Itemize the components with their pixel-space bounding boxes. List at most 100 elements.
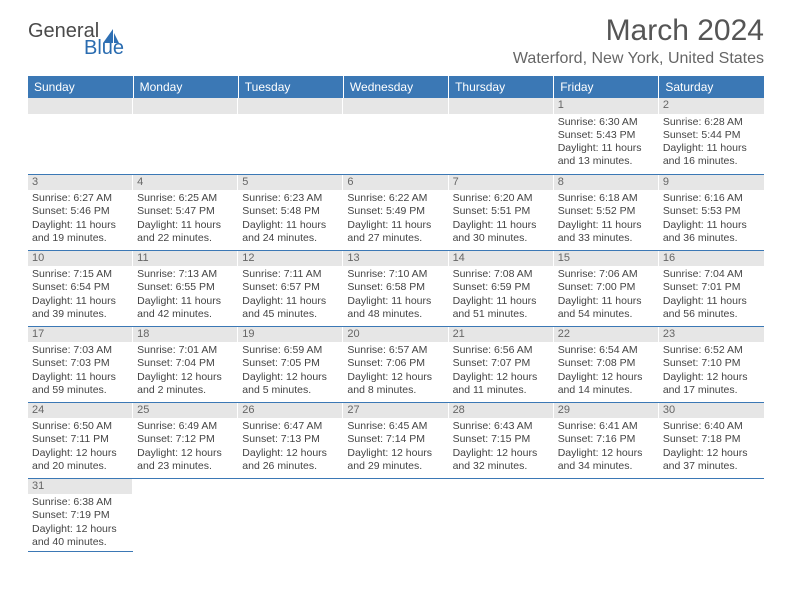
day-body: Sunrise: 7:13 AMSunset: 6:55 PMDaylight:…	[133, 266, 238, 323]
daylight-line: Daylight: 11 hours and 39 minutes.	[32, 295, 129, 321]
day-number	[238, 98, 343, 114]
calendar-cell: 27Sunrise: 6:45 AMSunset: 7:14 PMDayligh…	[343, 402, 448, 478]
day-number	[449, 98, 554, 114]
calendar-cell: 9Sunrise: 6:16 AMSunset: 5:53 PMDaylight…	[659, 174, 764, 250]
calendar-cell: 12Sunrise: 7:11 AMSunset: 6:57 PMDayligh…	[238, 250, 343, 326]
day-body: Sunrise: 6:43 AMSunset: 7:15 PMDaylight:…	[449, 418, 554, 475]
day-body: Sunrise: 7:10 AMSunset: 6:58 PMDaylight:…	[343, 266, 448, 323]
daylight-line: Daylight: 11 hours and 13 minutes.	[558, 142, 655, 168]
sunrise-line: Sunrise: 7:13 AM	[137, 268, 234, 281]
calendar-row: 17Sunrise: 7:03 AMSunset: 7:03 PMDayligh…	[28, 326, 764, 402]
day-number: 31	[28, 479, 133, 495]
day-body: Sunrise: 6:41 AMSunset: 7:16 PMDaylight:…	[554, 418, 659, 475]
sunset-line: Sunset: 7:07 PM	[453, 357, 550, 370]
calendar-row: 24Sunrise: 6:50 AMSunset: 7:11 PMDayligh…	[28, 402, 764, 478]
daylight-line: Daylight: 11 hours and 19 minutes.	[32, 219, 129, 245]
daylight-line: Daylight: 12 hours and 26 minutes.	[242, 447, 339, 473]
day-body: Sunrise: 6:47 AMSunset: 7:13 PMDaylight:…	[238, 418, 343, 475]
calendar-cell: 25Sunrise: 6:49 AMSunset: 7:12 PMDayligh…	[133, 402, 238, 478]
calendar-cell-empty	[554, 478, 659, 551]
day-body: Sunrise: 6:57 AMSunset: 7:06 PMDaylight:…	[343, 342, 448, 399]
calendar-cell: 11Sunrise: 7:13 AMSunset: 6:55 PMDayligh…	[133, 250, 238, 326]
sunset-line: Sunset: 7:19 PM	[32, 509, 129, 522]
day-number: 3	[28, 175, 133, 191]
daylight-line: Daylight: 12 hours and 11 minutes.	[453, 371, 550, 397]
day-number: 7	[449, 175, 554, 191]
sunrise-line: Sunrise: 7:03 AM	[32, 344, 129, 357]
sunset-line: Sunset: 7:00 PM	[558, 281, 655, 294]
day-body: Sunrise: 7:06 AMSunset: 7:00 PMDaylight:…	[554, 266, 659, 323]
day-body: Sunrise: 6:45 AMSunset: 7:14 PMDaylight:…	[343, 418, 448, 475]
day-body: Sunrise: 7:01 AMSunset: 7:04 PMDaylight:…	[133, 342, 238, 399]
sunset-line: Sunset: 7:18 PM	[663, 433, 760, 446]
calendar-cell-empty	[659, 478, 764, 551]
calendar-row: 31Sunrise: 6:38 AMSunset: 7:19 PMDayligh…	[28, 478, 764, 551]
day-number: 17	[28, 327, 133, 343]
daylight-line: Daylight: 12 hours and 14 minutes.	[558, 371, 655, 397]
day-number: 30	[659, 403, 764, 419]
day-number: 2	[659, 98, 764, 114]
sunset-line: Sunset: 6:59 PM	[453, 281, 550, 294]
calendar-cell: 28Sunrise: 6:43 AMSunset: 7:15 PMDayligh…	[449, 402, 554, 478]
calendar-cell-empty	[238, 98, 343, 174]
sunrise-line: Sunrise: 7:15 AM	[32, 268, 129, 281]
daylight-line: Daylight: 11 hours and 33 minutes.	[558, 219, 655, 245]
sunset-line: Sunset: 6:54 PM	[32, 281, 129, 294]
sunset-line: Sunset: 7:16 PM	[558, 433, 655, 446]
sunset-line: Sunset: 5:53 PM	[663, 205, 760, 218]
daylight-line: Daylight: 11 hours and 16 minutes.	[663, 142, 760, 168]
sunrise-line: Sunrise: 6:40 AM	[663, 420, 760, 433]
day-body: Sunrise: 6:59 AMSunset: 7:05 PMDaylight:…	[238, 342, 343, 399]
sunset-line: Sunset: 7:10 PM	[663, 357, 760, 370]
sunset-line: Sunset: 7:01 PM	[663, 281, 760, 294]
sunset-line: Sunset: 6:55 PM	[137, 281, 234, 294]
day-body: Sunrise: 6:40 AMSunset: 7:18 PMDaylight:…	[659, 418, 764, 475]
weekday-header: Tuesday	[238, 76, 343, 98]
sunrise-line: Sunrise: 7:11 AM	[242, 268, 339, 281]
sunset-line: Sunset: 5:43 PM	[558, 129, 655, 142]
day-body: Sunrise: 6:49 AMSunset: 7:12 PMDaylight:…	[133, 418, 238, 475]
calendar-cell: 1Sunrise: 6:30 AMSunset: 5:43 PMDaylight…	[554, 98, 659, 174]
sunset-line: Sunset: 7:13 PM	[242, 433, 339, 446]
month-title: March 2024	[513, 14, 764, 48]
day-body: Sunrise: 6:25 AMSunset: 5:47 PMDaylight:…	[133, 190, 238, 247]
day-number: 8	[554, 175, 659, 191]
sunrise-line: Sunrise: 6:52 AM	[663, 344, 760, 357]
calendar-cell: 8Sunrise: 6:18 AMSunset: 5:52 PMDaylight…	[554, 174, 659, 250]
weekday-header: Monday	[133, 76, 238, 98]
day-body: Sunrise: 6:22 AMSunset: 5:49 PMDaylight:…	[343, 190, 448, 247]
calendar-cell: 18Sunrise: 7:01 AMSunset: 7:04 PMDayligh…	[133, 326, 238, 402]
calendar-cell-empty	[449, 98, 554, 174]
weekday-header: Thursday	[449, 76, 554, 98]
calendar-cell: 15Sunrise: 7:06 AMSunset: 7:00 PMDayligh…	[554, 250, 659, 326]
sunset-line: Sunset: 7:12 PM	[137, 433, 234, 446]
calendar-cell-empty	[238, 478, 343, 551]
calendar-table: SundayMondayTuesdayWednesdayThursdayFrid…	[28, 76, 764, 552]
daylight-line: Daylight: 11 hours and 54 minutes.	[558, 295, 655, 321]
day-body: Sunrise: 6:28 AMSunset: 5:44 PMDaylight:…	[659, 114, 764, 171]
sunrise-line: Sunrise: 7:08 AM	[453, 268, 550, 281]
day-number: 21	[449, 327, 554, 343]
day-number: 26	[238, 403, 343, 419]
day-number: 11	[133, 251, 238, 267]
day-body: Sunrise: 6:50 AMSunset: 7:11 PMDaylight:…	[28, 418, 133, 475]
location: Waterford, New York, United States	[513, 50, 764, 68]
logo-text-b: Blue	[84, 37, 124, 60]
sunset-line: Sunset: 5:49 PM	[347, 205, 444, 218]
calendar-cell: 3Sunrise: 6:27 AMSunset: 5:46 PMDaylight…	[28, 174, 133, 250]
daylight-line: Daylight: 11 hours and 48 minutes.	[347, 295, 444, 321]
daylight-line: Daylight: 12 hours and 34 minutes.	[558, 447, 655, 473]
daylight-line: Daylight: 12 hours and 17 minutes.	[663, 371, 760, 397]
day-number: 29	[554, 403, 659, 419]
sunrise-line: Sunrise: 6:59 AM	[242, 344, 339, 357]
day-body: Sunrise: 6:30 AMSunset: 5:43 PMDaylight:…	[554, 114, 659, 171]
calendar-cell: 21Sunrise: 6:56 AMSunset: 7:07 PMDayligh…	[449, 326, 554, 402]
sunrise-line: Sunrise: 6:41 AM	[558, 420, 655, 433]
day-number: 12	[238, 251, 343, 267]
day-number: 23	[659, 327, 764, 343]
weekday-header: Friday	[554, 76, 659, 98]
sunrise-line: Sunrise: 6:23 AM	[242, 192, 339, 205]
day-body: Sunrise: 6:54 AMSunset: 7:08 PMDaylight:…	[554, 342, 659, 399]
sunrise-line: Sunrise: 7:06 AM	[558, 268, 655, 281]
sunrise-line: Sunrise: 6:20 AM	[453, 192, 550, 205]
